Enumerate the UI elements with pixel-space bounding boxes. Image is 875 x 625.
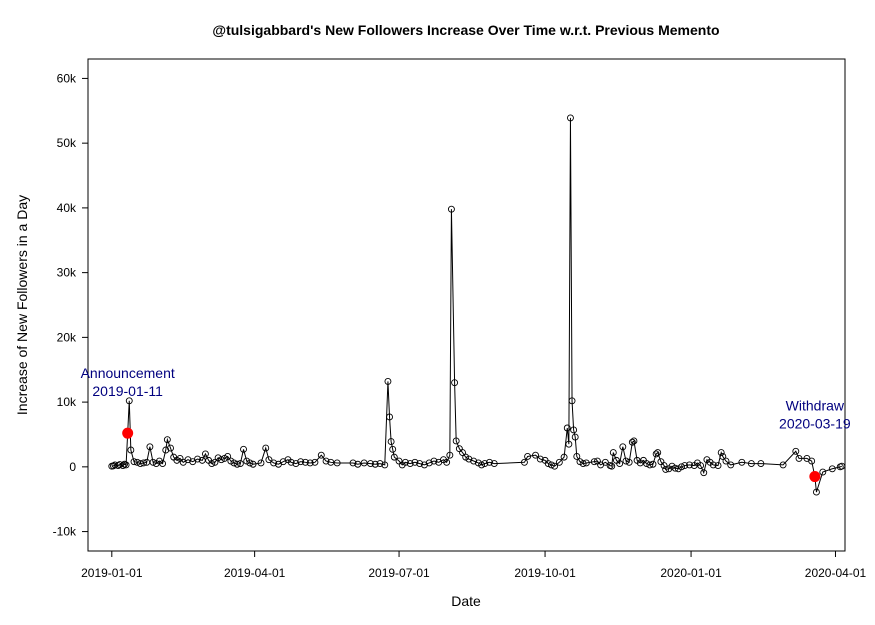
announcement-annotation-line: Announcement (81, 365, 175, 381)
x-tick-label: 2020-01-01 (660, 566, 722, 580)
y-tick-label: 20k (57, 330, 77, 344)
highlight-point (810, 472, 820, 482)
x-tick-label: 2019-04-01 (224, 566, 286, 580)
y-tick-label: 60k (57, 71, 77, 85)
x-axis: 2019-01-01 2019-04-01 2019-07-01 2019-10-01… (81, 551, 866, 580)
plot-border (88, 59, 845, 551)
x-axis-label: Date (451, 593, 481, 609)
series-layer (109, 115, 845, 495)
x-tick-label: 2019-10-01 (514, 566, 576, 580)
y-axis: -10k 0 10k 20k 30k 40k 50k 60k (53, 71, 88, 538)
withdraw-annotation-line: 2020-03-19 (779, 416, 851, 432)
highlight-point (123, 428, 133, 438)
chart-title: @tulsigabbard's New Followers Increase O… (212, 22, 719, 38)
series-line (112, 118, 842, 492)
x-tick-label: 2019-01-01 (81, 566, 143, 580)
withdraw-annotation-line: Withdraw (786, 398, 845, 414)
annotation-layer: Announcement 2019-01-11 Withdraw 2020-03-19 (81, 365, 851, 431)
y-tick-label: -10k (53, 525, 77, 539)
y-tick-label: 50k (57, 136, 77, 150)
x-tick-label: 2019-07-01 (368, 566, 430, 580)
y-axis-label: Increase of New Followers in a Day (14, 195, 30, 415)
y-tick-label: 30k (57, 266, 77, 280)
y-tick-label: 40k (57, 201, 77, 215)
plot-area (88, 59, 845, 551)
y-tick-label: 10k (57, 395, 77, 409)
announcement-annotation-line: 2019-01-11 (92, 383, 163, 399)
x-tick-label: 2020-04-01 (805, 566, 867, 580)
y-tick-label: 0 (69, 460, 76, 474)
